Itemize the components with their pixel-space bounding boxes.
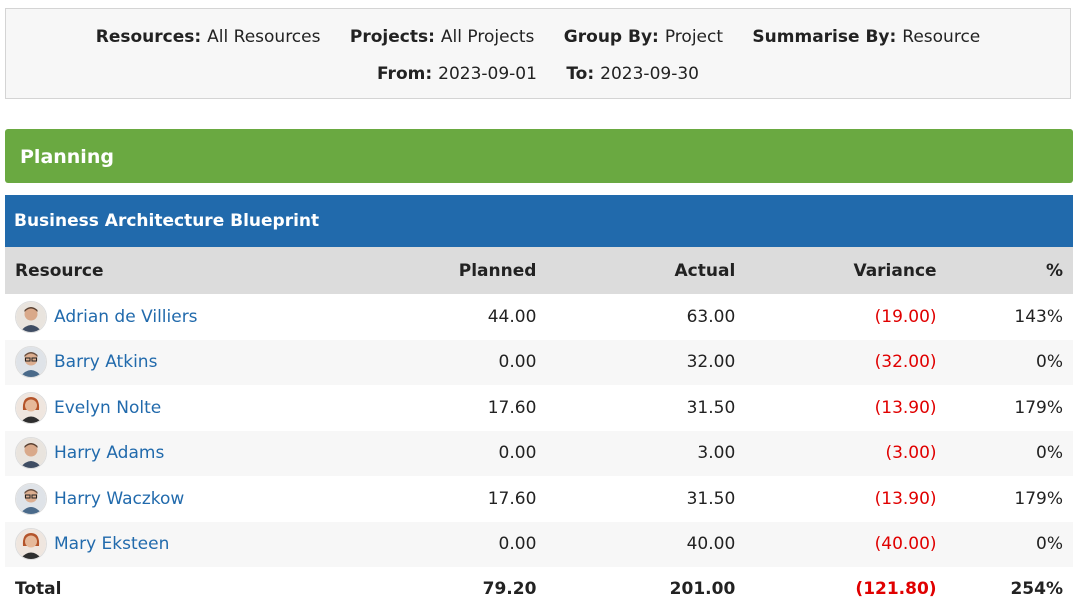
percent-value: 0% [1036, 534, 1063, 555]
variance-value: (13.90) [874, 488, 937, 509]
table-row: Adrian de Villiers 44.00 63.00 (19.00) 143% [5, 294, 1073, 340]
total-percent: 254% [1010, 579, 1063, 599]
avatar [15, 437, 47, 470]
planned-value: 17.60 [487, 488, 537, 509]
resource-cell-inner: Adrian de Villiers [15, 300, 333, 333]
resource-cell: Mary Eksteen [5, 522, 343, 568]
resource-table: Resource Planned Actual Variance % Adria… [5, 247, 1073, 611]
resource-cell: Harry Adams [5, 431, 343, 477]
report-filters: Resources: All Resources Projects: All Pro… [5, 8, 1071, 99]
resource-name-link[interactable]: Harry Waczkow [54, 488, 185, 509]
planned-value: 44.00 [487, 306, 537, 327]
resource-name-link[interactable]: Barry Atkins [54, 352, 158, 373]
percent-value: 179% [1014, 488, 1063, 509]
actual-value: 31.50 [686, 488, 736, 509]
resource-cell: Harry Waczkow [5, 476, 343, 522]
variance-value: (40.00) [874, 534, 937, 555]
avatar [15, 346, 47, 379]
planned-value: 0.00 [498, 443, 537, 464]
percent-value: 0% [1036, 352, 1063, 373]
avatar [15, 300, 47, 333]
resource-cell: Barry Atkins [5, 340, 343, 386]
avatar [15, 528, 47, 561]
filter-to[interactable]: To: 2023-09-30 [566, 64, 699, 84]
column-header-actual: Actual [674, 260, 736, 281]
column-header-variance: Variance [853, 260, 937, 281]
table-row: Harry Adams 0.00 3.00 (3.00) 0% [5, 430, 1073, 477]
resource-cell: Adrian de Villiers [5, 294, 343, 340]
actual-value: 31.50 [686, 397, 736, 418]
actual-value: 3.00 [697, 443, 736, 464]
actual-value: 63.00 [686, 306, 736, 327]
total-variance: (121.80) [855, 579, 937, 599]
variance-value: (3.00) [885, 443, 937, 464]
resource-name-link[interactable]: Adrian de Villiers [54, 306, 198, 327]
resource-cell: Evelyn Nolte [5, 385, 343, 431]
variance-value: (13.90) [874, 397, 937, 418]
project-header: Business Architecture Blueprint [5, 195, 1073, 247]
planned-value: 0.00 [498, 534, 537, 555]
table-row: Barry Atkins 0.00 32.00 (32.00) 0% [5, 339, 1073, 386]
resource-cell-inner: Harry Waczkow [15, 482, 333, 515]
avatar [15, 391, 47, 424]
table-header-row: Resource Planned Actual Variance % [5, 247, 1073, 294]
filter-group-by[interactable]: Group By: Project [563, 27, 724, 47]
planned-value: 0.00 [498, 352, 537, 373]
column-header-planned: Planned [458, 260, 537, 281]
total-actual: 201.00 [669, 579, 736, 599]
group-header-planning: Planning [5, 129, 1073, 183]
column-header-resource: Resource [15, 260, 104, 281]
actual-value: 40.00 [686, 534, 736, 555]
percent-value: 0% [1036, 443, 1063, 464]
variance-value: (32.00) [874, 352, 937, 373]
resource-cell-inner: Barry Atkins [15, 346, 333, 379]
total-row: Total 79.20 201.00 (121.80) 254% [5, 567, 1073, 611]
avatar [15, 482, 47, 515]
filter-summarise-by[interactable]: Summarise By: Resource [752, 27, 981, 47]
percent-value: 143% [1014, 306, 1063, 327]
resource-name-link[interactable]: Evelyn Nolte [54, 397, 162, 418]
table-row: Mary Eksteen 0.00 40.00 (40.00) 0% [5, 521, 1073, 568]
percent-value: 179% [1014, 397, 1063, 418]
total-label: Total [15, 579, 62, 599]
filter-projects[interactable]: Projects: All Projects [349, 27, 535, 47]
table-row: Harry Waczkow 17.60 31.50 (13.90) 179% [5, 476, 1073, 522]
column-header-percent: % [1045, 260, 1063, 281]
filter-resources[interactable]: Resources: All Resources [95, 27, 321, 47]
resource-name-link[interactable]: Harry Adams [54, 443, 165, 464]
resource-cell-inner: Harry Adams [15, 437, 333, 470]
resource-cell-inner: Evelyn Nolte [15, 391, 333, 424]
resource-name-link[interactable]: Mary Eksteen [54, 534, 170, 555]
planned-value: 17.60 [487, 397, 537, 418]
table-row: Evelyn Nolte 17.60 31.50 (13.90) 179% [5, 385, 1073, 431]
actual-value: 32.00 [686, 352, 736, 373]
filter-from[interactable]: From: 2023-09-01 [377, 64, 537, 84]
resource-cell-inner: Mary Eksteen [15, 528, 333, 561]
variance-value: (19.00) [874, 306, 937, 327]
total-planned: 79.20 [482, 579, 537, 599]
